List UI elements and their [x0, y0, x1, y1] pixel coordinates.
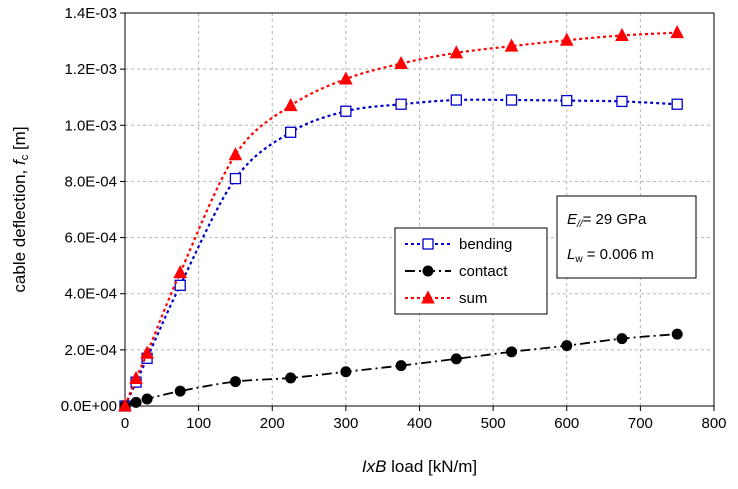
x-tick-label: 500 — [481, 415, 506, 432]
series-line-sum — [123, 31, 678, 407]
annotation-l-subscript: w — [574, 254, 583, 265]
data-point-sum — [339, 71, 353, 85]
annotation-e-subscript: // — [576, 219, 584, 230]
legend-items: bending contact sum — [405, 236, 512, 307]
data-point-contact — [616, 333, 628, 345]
annotation-l-symbol: L — [567, 246, 575, 263]
x-tick-label: 100 — [186, 415, 211, 432]
data-point-sum — [559, 32, 574, 46]
y-axis: 0.0E+00 2.0E-04 4.0E-04 6.0E-04 8.0E-04 1.0E-… — [61, 5, 125, 415]
data-point-contact — [285, 372, 297, 384]
data-point-sum — [129, 370, 143, 384]
legend-label-contact: contact — [459, 263, 508, 280]
y-tick-label: 1.0E-03 — [64, 117, 117, 134]
y-axis-title-symbol: f — [10, 158, 29, 165]
annotation-e-symbol: E — [567, 211, 578, 228]
data-point-sum — [173, 265, 188, 279]
y-axis-title-subscript: c — [19, 154, 31, 160]
series-layer — [118, 25, 685, 412]
data-point-bending — [395, 98, 407, 110]
y-tick-label: 1.4E-03 — [64, 5, 117, 22]
legend: bending contact sum — [394, 227, 548, 315]
y-tick-label: 0.0E+00 — [61, 398, 117, 415]
data-point-bending — [671, 98, 683, 110]
data-point-contact — [130, 396, 142, 408]
data-point-contact — [506, 346, 518, 358]
data-point-bending — [561, 94, 573, 107]
y-axis-title-main: cable deflection, — [10, 165, 29, 293]
data-point-contact — [561, 340, 573, 352]
data-point-sum — [118, 398, 132, 412]
annotation-frame — [556, 195, 697, 279]
x-axis-title-rest: load [kN/m] — [386, 457, 477, 476]
data-point-bending — [174, 279, 186, 291]
data-point-bending — [229, 172, 242, 185]
data-point-sum — [504, 38, 519, 52]
x-axis: 0 100 200 300 400 500 600 700 800 — [121, 406, 727, 432]
x-tick-label: 700 — [628, 415, 653, 432]
series-contact — [119, 328, 683, 412]
data-point-contact — [671, 328, 683, 340]
legend-marker-contact — [422, 265, 434, 277]
x-tick-label: 200 — [260, 415, 285, 432]
x-tick-label: 600 — [554, 415, 579, 432]
data-point-sum — [670, 25, 685, 39]
y-tick-label: 4.0E-04 — [64, 286, 117, 303]
annotation-line-1: E//= 29 GPa — [567, 211, 647, 230]
y-tick-label: 2.0E-04 — [64, 342, 117, 359]
data-point-bending — [285, 126, 297, 138]
data-point-sum — [283, 98, 298, 112]
data-point-bending — [616, 95, 628, 108]
data-point-contact — [450, 353, 462, 365]
y-axis-title: cable deflection, fc [m] — [10, 126, 31, 292]
data-point-contact — [174, 385, 186, 397]
annotation-l-value: = 0.006 m — [583, 246, 654, 263]
x-tick-label: 0 — [121, 415, 129, 432]
y-tick-label: 1.2E-03 — [64, 61, 117, 78]
data-point-sum — [140, 345, 154, 359]
data-point-bending — [450, 94, 462, 106]
y-axis-title-unit: [m] — [10, 126, 29, 154]
data-point-contact — [395, 360, 407, 372]
legend-marker-bending — [422, 238, 434, 250]
data-point-sum — [394, 55, 408, 70]
data-point-bending — [340, 105, 352, 117]
data-point-contact — [229, 376, 241, 388]
data-point-sum — [449, 45, 464, 59]
data-point-sum — [615, 27, 629, 41]
y-tick-label: 6.0E-04 — [64, 230, 117, 247]
series-sum — [118, 25, 685, 412]
x-tick-label: 800 — [701, 415, 726, 432]
x-axis-title-italic: IxB — [362, 457, 387, 476]
data-point-bending — [505, 94, 518, 106]
data-point-sum — [228, 147, 243, 161]
x-tick-label: 400 — [407, 415, 432, 432]
annotation-e-value: = 29 GPa — [583, 211, 647, 228]
x-axis-title: IxB load [kN/m] — [362, 457, 477, 476]
y-tick-label: 8.0E-04 — [64, 173, 117, 190]
legend-label-sum: sum — [459, 290, 487, 307]
annotation-line-2: Lw = 0.006 m — [567, 246, 654, 265]
legend-marker-sum — [421, 290, 435, 304]
legend-label-bending: bending — [459, 236, 512, 253]
x-tick-label: 300 — [333, 415, 358, 432]
data-point-contact — [141, 393, 153, 405]
parameter-annotation: E//= 29 GPa Lw = 0.006 m — [556, 195, 697, 279]
data-point-contact — [340, 366, 352, 378]
